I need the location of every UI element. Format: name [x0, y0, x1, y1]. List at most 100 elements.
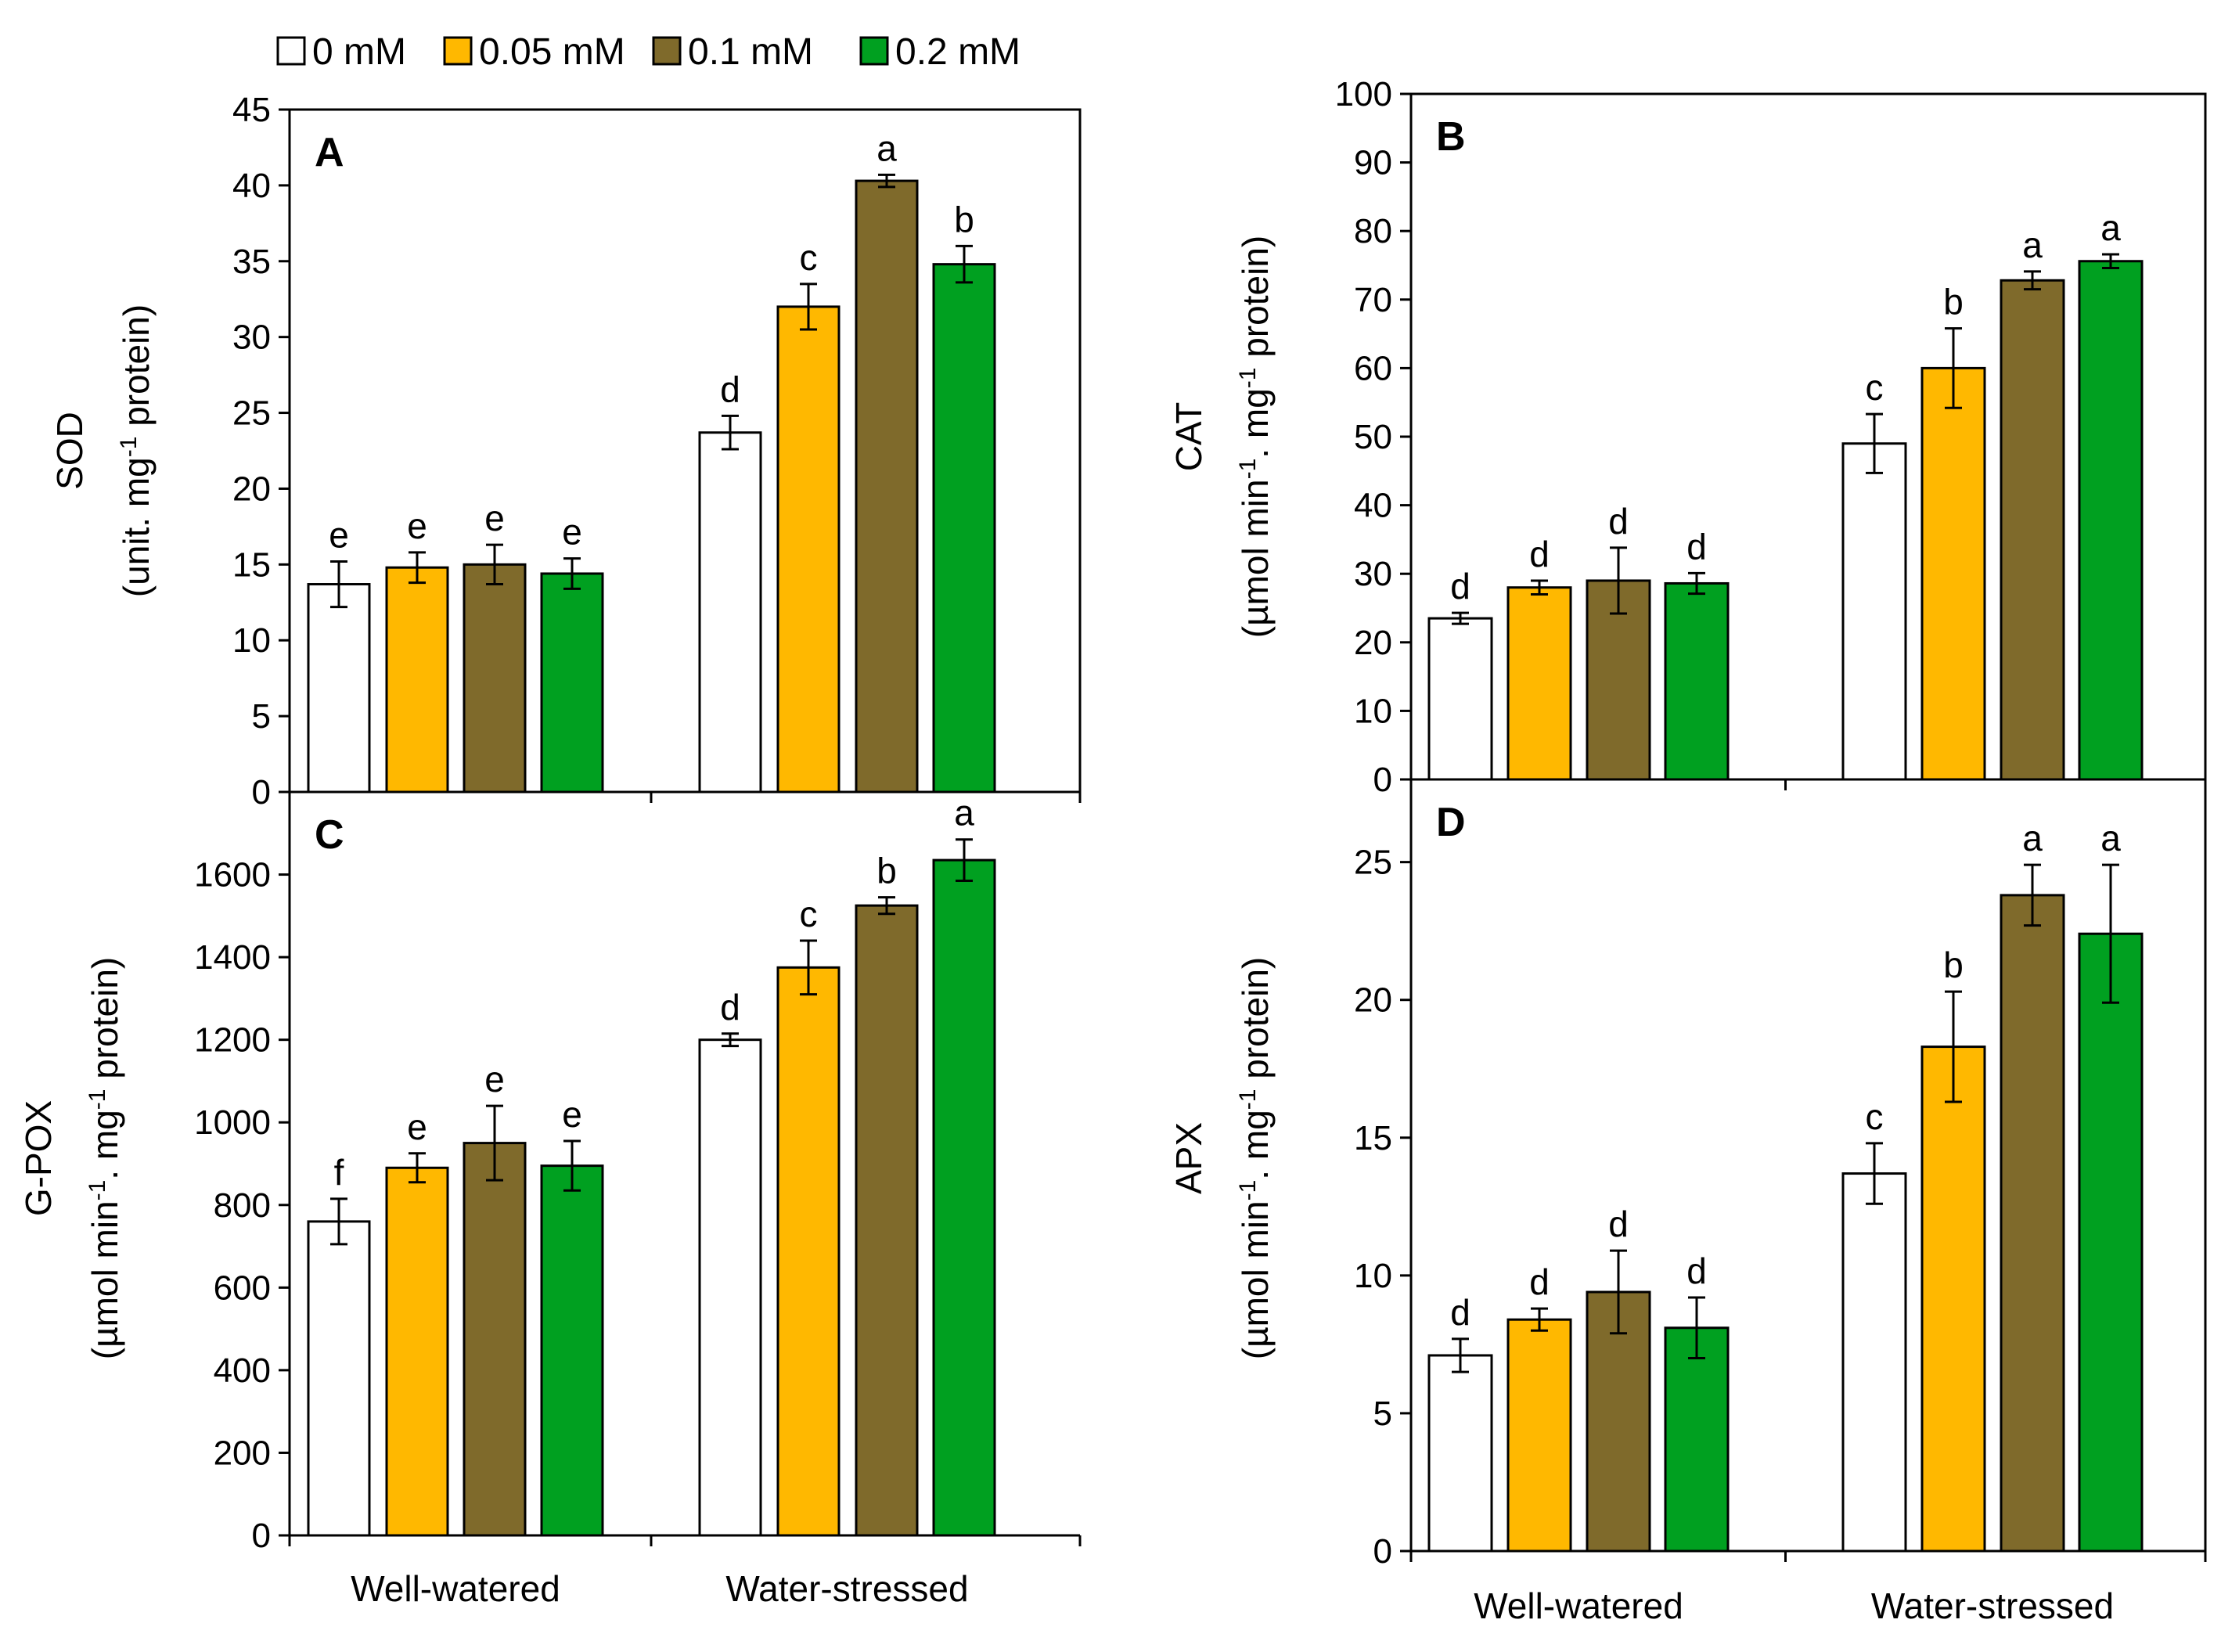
- bar: [307, 583, 371, 794]
- unit-text: protein): [1235, 957, 1276, 1089]
- significance-letter: a: [877, 128, 897, 168]
- legend-swatch-2: [652, 36, 682, 66]
- bar: [1427, 617, 1493, 781]
- significance-letter: a: [954, 793, 974, 833]
- bar: [540, 572, 604, 794]
- y-axis-unit-label: (unit. mg-1 protein): [116, 304, 157, 597]
- panel-letter: B: [1436, 114, 1466, 160]
- y-tick-label: 45: [232, 91, 271, 129]
- category-label: Well-watered: [351, 1568, 560, 1609]
- y-tick-label: 400: [214, 1351, 271, 1390]
- y-axis-unit-label: (µmol min-1. mg-1 protein): [1235, 957, 1276, 1359]
- bar: [1841, 1172, 1907, 1553]
- significance-letter: d: [1686, 526, 1707, 567]
- y-tick-label: 25: [1354, 844, 1392, 882]
- significance-letter: d: [1529, 1261, 1550, 1302]
- significance-letter: c: [1866, 367, 1884, 408]
- significance-letter: a: [2022, 818, 2043, 858]
- unit-superscript: -1: [85, 1089, 110, 1110]
- significance-letter: a: [2022, 225, 2043, 265]
- chart-panel-c: 0 200 400 600 800 1000 1200 1400 1600 f d e c e b e a Wel…: [18, 792, 1082, 1609]
- bar: [2078, 260, 2144, 781]
- significance-letter: e: [484, 1059, 505, 1100]
- legend-swatch-1: [443, 36, 473, 66]
- significance-letter: c: [1866, 1096, 1884, 1137]
- legend-label-1: 0.05 mM: [479, 31, 625, 73]
- y-tick-label: 0: [1373, 1532, 1392, 1571]
- unit-text: protein): [1235, 236, 1276, 368]
- unit-text: . mg: [85, 1110, 125, 1179]
- unit-text: protein): [85, 957, 125, 1089]
- y-tick-label: 1200: [194, 1021, 271, 1060]
- y-tick-label: 40: [232, 167, 271, 205]
- y-axis-unit-label: (µmol min-1. mg-1 protein): [1235, 236, 1276, 638]
- y-tick-label: 15: [232, 545, 271, 584]
- bar: [1664, 1326, 1730, 1553]
- bar: [776, 966, 841, 1537]
- bar: [1506, 586, 1572, 781]
- unit-superscript: -1: [1235, 368, 1261, 389]
- significance-letter: e: [407, 1107, 427, 1147]
- legend-swatch-0: [276, 36, 306, 66]
- significance-letter: e: [562, 1094, 582, 1135]
- panel-letter: D: [1436, 800, 1466, 845]
- y-tick-label: 80: [1354, 212, 1392, 250]
- y-tick-label: 0: [252, 1517, 271, 1555]
- legend-label-2: 0.1 mM: [688, 31, 813, 73]
- y-tick-label: 50: [1354, 418, 1392, 456]
- y-tick-label: 10: [1354, 692, 1392, 730]
- y-tick-label: 20: [1354, 981, 1392, 1020]
- bar: [2078, 932, 2144, 1553]
- significance-letter: d: [1450, 566, 1470, 606]
- unit-superscript: -1: [1235, 459, 1261, 480]
- chart-panel-d: 0 5 10 15 20 25 d c d b d a d a Well-watered Water-stre…: [1168, 778, 2207, 1626]
- y-tick-label: 800: [214, 1186, 271, 1225]
- y-tick-label: 5: [1373, 1395, 1392, 1433]
- significance-letter: b: [954, 199, 974, 239]
- unit-text: (µmol min: [1235, 1200, 1276, 1359]
- bar: [1506, 1318, 1572, 1553]
- y-tick-label: 60: [1354, 349, 1392, 387]
- unit-text: (µmol min: [85, 1200, 125, 1359]
- significance-letter: e: [407, 506, 427, 546]
- plot-frame: [1409, 778, 2207, 1553]
- y-tick-label: 35: [232, 243, 271, 281]
- y-axis-label: SOD: [49, 412, 90, 490]
- significance-letter: d: [1608, 1204, 1629, 1244]
- bar: [932, 858, 996, 1537]
- significance-letter: d: [720, 987, 740, 1028]
- y-tick-label: 1400: [194, 938, 271, 977]
- bar: [307, 1220, 371, 1537]
- y-tick-label: 15: [1354, 1119, 1392, 1157]
- bar: [1841, 442, 1907, 781]
- unit-superscript: -1: [85, 1180, 110, 1201]
- significance-letter: e: [484, 498, 505, 538]
- unit-superscript: -1: [1235, 1089, 1261, 1110]
- panel-letter: C: [315, 812, 344, 858]
- unit-text: (unit. mg: [116, 457, 157, 597]
- bar: [540, 1164, 604, 1537]
- bar: [855, 179, 919, 794]
- category-label: Water-stressed: [725, 1568, 968, 1609]
- y-tick-label: 20: [232, 470, 271, 508]
- y-tick-label: 30: [232, 319, 271, 357]
- bar: [1664, 581, 1730, 781]
- significance-letter: e: [562, 512, 582, 552]
- bar: [1427, 1354, 1493, 1553]
- y-tick-label: 0: [1373, 761, 1392, 799]
- significance-letter: c: [800, 237, 818, 278]
- significance-letter: d: [720, 369, 740, 409]
- y-tick-label: 10: [232, 621, 271, 660]
- y-tick-label: 1000: [194, 1103, 271, 1142]
- unit-text: (µmol min: [1235, 479, 1276, 638]
- bar: [2000, 279, 2065, 781]
- panel-letter: A: [315, 130, 344, 175]
- category-label: Water-stressed: [1871, 1585, 2114, 1626]
- unit-superscript: -1: [116, 437, 142, 458]
- y-tick-label: 0: [252, 773, 271, 812]
- y-tick-label: 100: [1335, 75, 1392, 113]
- unit-superscript: -1: [1235, 1180, 1261, 1201]
- y-axis-label: G-POX: [18, 1100, 59, 1216]
- bar: [698, 431, 762, 794]
